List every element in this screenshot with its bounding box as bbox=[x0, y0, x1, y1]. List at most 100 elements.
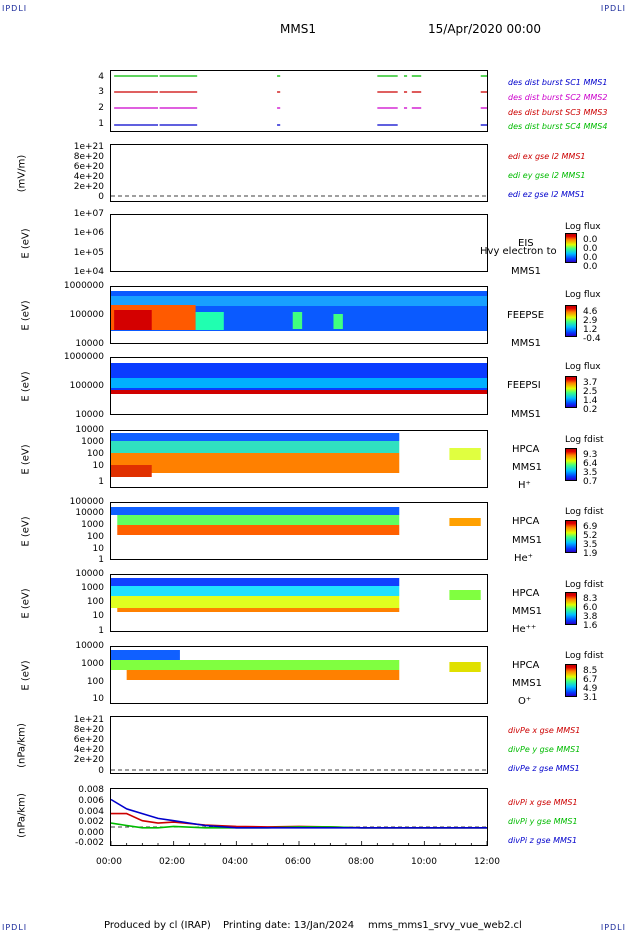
mission-title: MMS1 bbox=[280, 22, 316, 36]
hpca-he-core bbox=[117, 525, 400, 535]
hpca-h-cb-tick-3: 0.7 bbox=[583, 477, 598, 487]
feepse-blip-1 bbox=[292, 312, 303, 329]
feepse-ytick-0: 1000000 bbox=[63, 281, 104, 291]
hpca-h-ytick-1: 1000 bbox=[81, 437, 104, 447]
divpi-ytick-3: 0.002 bbox=[78, 817, 104, 827]
hpca-he2-colorbar bbox=[565, 592, 577, 625]
hpca-he2-mms-label: MMS1 bbox=[512, 606, 542, 617]
feepse-tail bbox=[195, 312, 224, 330]
hpca-h-species: H⁺ bbox=[518, 480, 531, 491]
hpca-he2-cb-tick-1: 6.0 bbox=[583, 603, 598, 613]
xtick-5: 10:00 bbox=[411, 857, 437, 867]
feepsi-cb-tick-0: 3.7 bbox=[583, 378, 598, 388]
eis-ytick-2: 1e+05 bbox=[73, 248, 104, 258]
hpca-he-mid bbox=[117, 515, 400, 525]
feepse-hot-2 bbox=[114, 310, 152, 330]
eis-colorbar bbox=[565, 233, 577, 263]
xtick-1: 02:00 bbox=[159, 857, 185, 867]
hpca-he-colorbar-title: Log fdist bbox=[565, 507, 604, 517]
hpca-h-low bbox=[111, 465, 152, 477]
hpca-he-cb-tick-1: 5.2 bbox=[583, 531, 598, 541]
eis-cb-tick-1: 0.0 bbox=[583, 244, 598, 254]
feepse-cb-tick-0: 4.6 bbox=[583, 307, 598, 317]
legend-burst-sc2: des dist burst SC2 MMS2 bbox=[508, 93, 608, 102]
hpca-o-cb-tick-3: 3.1 bbox=[583, 693, 598, 703]
feepsi-cb-tick-2: 1.4 bbox=[583, 396, 598, 406]
divpe-ytick-4: 2e+20 bbox=[73, 755, 104, 765]
hpca-o-late bbox=[449, 662, 481, 672]
feepse-cb-tick-3: -0.4 bbox=[583, 334, 601, 344]
divpi-series-z bbox=[110, 798, 487, 829]
legend-burst-sc1: des dist burst SC1 MMS1 bbox=[508, 78, 608, 87]
hpca-he2-ytick-2: 100 bbox=[86, 597, 104, 607]
eis-ytick-1: 1e+06 bbox=[73, 228, 104, 238]
edi-ytick-2: 6e+20 bbox=[73, 162, 104, 172]
hpca-he-ytick-2: 1000 bbox=[81, 520, 104, 530]
burst-ytick-2: 2 bbox=[98, 103, 104, 113]
feepse-mid-band bbox=[111, 296, 487, 306]
edi-ytick-1: 8e+20 bbox=[73, 152, 104, 162]
footer-producer: Produced by cl (IRAP) bbox=[104, 920, 211, 931]
hpca-he-ytick-0: 100000 bbox=[69, 497, 104, 507]
feepse-ytick-1: 100000 bbox=[69, 310, 104, 320]
feepsi-red-band bbox=[111, 390, 487, 394]
feepsi-cb-tick-3: 0.2 bbox=[583, 405, 598, 415]
feepsi-ytick-1: 100000 bbox=[69, 381, 104, 391]
hpca-he-cb-tick-0: 6.9 bbox=[583, 522, 598, 532]
hpca-o-species: O⁺ bbox=[518, 696, 532, 707]
divpi-ytick-2: 0.004 bbox=[78, 807, 104, 817]
hpca-he-species: He⁺ bbox=[514, 553, 533, 564]
divpi-ytick-4: 0.000 bbox=[78, 828, 104, 838]
eis-cb-tick-3: 0.0 bbox=[583, 262, 598, 272]
hpca-he-ytick-5: 1 bbox=[98, 555, 104, 565]
legend-edi-ez: edi ez gse l2 MMS1 bbox=[508, 190, 585, 199]
hpca-he-ytick-3: 100 bbox=[86, 532, 104, 542]
eis-cb-tick-2: 0.0 bbox=[583, 253, 598, 263]
eis-colorbar-title: Log flux bbox=[565, 222, 601, 232]
edi-ytick-3: 4e+20 bbox=[73, 172, 104, 182]
eis-inst-label: EIS bbox=[518, 238, 534, 249]
hpca-h-colorbar bbox=[565, 448, 577, 481]
legend-edi-ex: edi ex gse l2 MMS1 bbox=[508, 152, 586, 161]
hpca-o-inst-label: HPCA bbox=[512, 660, 540, 671]
hpca-he2-ytick-3: 10 bbox=[92, 611, 104, 621]
feepsi-mms-label: MMS1 bbox=[511, 409, 541, 420]
legend-divpe-y: divPe y gse MMS1 bbox=[508, 745, 581, 754]
hpca-he-cb-tick-3: 1.9 bbox=[583, 549, 598, 559]
divpi-ytick-0: 0.008 bbox=[78, 785, 104, 795]
divpe-ytick-0: 1e+21 bbox=[73, 715, 104, 725]
feepsi-ytick-2: 10000 bbox=[75, 410, 104, 420]
burst-ytick-1: 1 bbox=[98, 119, 104, 129]
corner-mark-br: IPDLI bbox=[600, 923, 626, 932]
eis-overlay-text: Hvy electron to bbox=[480, 246, 557, 257]
date-title: 15/Apr/2020 00:00 bbox=[428, 22, 542, 36]
hpca-he-inst-label: HPCA bbox=[512, 516, 540, 527]
hpca-h-colorbar-title: Log fdist bbox=[565, 435, 604, 445]
hpca-he2-core bbox=[111, 596, 400, 608]
corner-mark-tl: IPDLI bbox=[2, 4, 28, 13]
feepse-blip-2 bbox=[333, 314, 343, 329]
eis-ytick-3: 1e+04 bbox=[73, 267, 104, 277]
hpca-he2-mid bbox=[111, 586, 400, 596]
hpca-h-late bbox=[449, 448, 481, 460]
hpca-o-ytick-1: 1000 bbox=[81, 659, 104, 669]
feepsi-colorbar bbox=[565, 376, 577, 408]
edi-ytick-5: 0 bbox=[98, 192, 104, 202]
legend-edi-ey: edi ey gse l2 MMS1 bbox=[508, 171, 586, 180]
hpca-he2-top bbox=[111, 578, 400, 586]
hpca-he2-inst-label: HPCA bbox=[512, 588, 540, 599]
hpca-h-mms-label: MMS1 bbox=[512, 462, 542, 473]
xtick-2: 04:00 bbox=[222, 857, 248, 867]
hpca-he-cb-tick-2: 3.5 bbox=[583, 540, 598, 550]
hpca-he2-ytick-1: 1000 bbox=[81, 583, 104, 593]
burst-panel bbox=[110, 70, 488, 132]
hpca-o-ytick-3: 10 bbox=[92, 694, 104, 704]
footer-printing-date: Printing date: 13/Jan/2024 bbox=[223, 920, 355, 931]
hpca-h-ytick-4: 1 bbox=[98, 477, 104, 487]
hpca-he2-colorbar-title: Log fdist bbox=[565, 580, 604, 590]
eis-cb-tick-0: 0.0 bbox=[583, 235, 598, 245]
legend-divpe-x: divPe x gse MMS1 bbox=[508, 726, 581, 735]
hpca-he-top bbox=[111, 507, 400, 515]
hpca-h-cb-tick-0: 9.3 bbox=[583, 450, 598, 460]
